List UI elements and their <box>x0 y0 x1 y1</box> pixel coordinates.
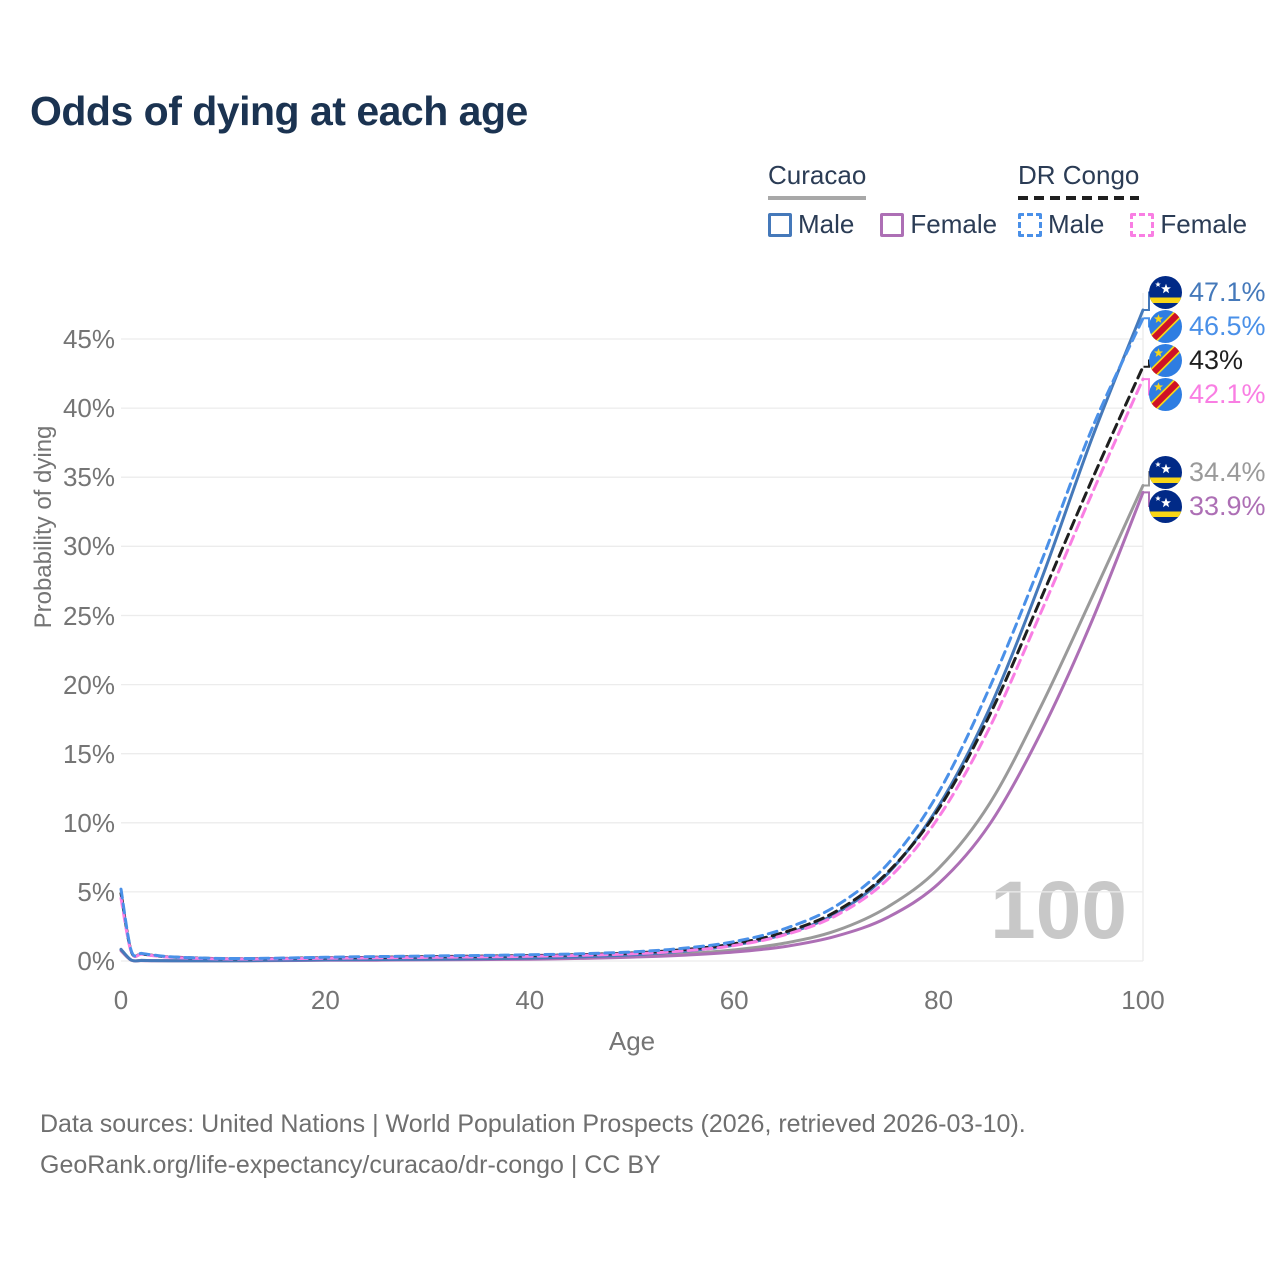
end-label-curacao-both: 34.4% <box>1149 455 1266 489</box>
legend-header-dr-congo[interactable]: DR Congo <box>1018 160 1140 200</box>
y-tick-label: 25% <box>62 600 115 631</box>
y-tick-label: 30% <box>62 531 115 562</box>
end-value-dr-congo-female: 42.1% <box>1189 379 1266 409</box>
series-line-dr-congo-both[interactable] <box>119 365 1145 961</box>
legend-item-curacao-female[interactable]: Female <box>880 209 997 240</box>
dr-congo-male-swatch-icon <box>1018 212 1042 237</box>
dr-congo-flag-icon <box>1149 310 1182 343</box>
legend-label-dr-congo-male: Male <box>1048 209 1105 239</box>
x-tick-label: 80 <box>924 985 954 1015</box>
legend-item-dr-congo-female[interactable]: Female <box>1130 209 1247 240</box>
y-tick-label: 15% <box>62 738 115 769</box>
series-line-curacao-female[interactable] <box>119 490 1145 963</box>
legend-label-dr-congo-female: Female <box>1160 209 1248 239</box>
legend-items-curacao: Male Female <box>768 209 997 240</box>
end-value-curacao-both: 34.4% <box>1189 456 1266 487</box>
x-axis-title: Age <box>608 1026 656 1056</box>
x-tick-label: 60 <box>719 985 749 1015</box>
page-title: Odds of dying at each age <box>30 88 528 134</box>
footer-link[interactable]: GeoRank.org/life-expectancy/curacao/dr-c… <box>40 1151 661 1179</box>
end-label-curacao-male: 47.1% <box>1149 276 1266 309</box>
y-axis-title: Probability of dying <box>30 425 57 629</box>
series-line-dr-congo-female[interactable] <box>119 377 1145 961</box>
dr-congo-flag-icon <box>1149 344 1182 377</box>
end-value-curacao-female: 33.9% <box>1189 490 1266 521</box>
legend-label-curacao-male: Male <box>798 209 855 239</box>
end-label-dr-congo-both: 43% <box>1149 344 1243 377</box>
curacao-flag-icon <box>1149 276 1182 309</box>
series-line-dr-congo-male[interactable] <box>119 316 1145 961</box>
legend-item-dr-congo-male[interactable]: Male <box>1018 209 1104 240</box>
curacao-flag-icon <box>1149 455 1182 489</box>
x-tick-label: 20 <box>310 985 340 1015</box>
x-tick-label: 0 <box>113 985 129 1015</box>
legend-items-dr-congo: Male Female <box>1018 209 1247 240</box>
y-tick-label: 0% <box>77 946 115 976</box>
curacao-male-swatch-icon <box>768 212 792 237</box>
legend-group-dr-congo: DR Congo Male Female <box>1018 160 1247 240</box>
y-tick-label: 40% <box>62 393 115 424</box>
end-label-dr-congo-male: 46.5% <box>1149 310 1266 343</box>
dr-congo-female-swatch-icon <box>1130 212 1155 237</box>
legend-item-curacao-male[interactable]: Male <box>768 209 854 240</box>
series-line-curacao-both[interactable] <box>119 484 1145 963</box>
x-tick-label: 40 <box>515 985 545 1015</box>
end-label-curacao-female: 33.9% <box>1149 489 1266 523</box>
footer: Data sources: United Nations | World Pop… <box>40 1104 1026 1186</box>
y-tick-label: 35% <box>62 462 115 493</box>
y-tick-label: 45% <box>62 324 115 354</box>
legend-header-curacao[interactable]: Curacao <box>768 160 867 200</box>
end-value-dr-congo-both: 43% <box>1189 345 1244 375</box>
hover-age-indicator: 100 <box>990 865 1127 956</box>
footer-data-sources: Data sources: United Nations | World Pop… <box>40 1110 1026 1138</box>
curacao-flag-icon <box>1149 489 1182 523</box>
dr-congo-flag-icon <box>1149 378 1182 411</box>
end-value-dr-congo-male: 46.5% <box>1189 311 1266 341</box>
y-tick-label: 10% <box>62 807 115 838</box>
curacao-female-swatch-icon <box>880 212 905 237</box>
end-value-curacao-male: 47.1% <box>1189 277 1266 307</box>
y-tick-label: 20% <box>62 669 115 700</box>
end-label-dr-congo-female: 42.1% <box>1149 378 1266 411</box>
y-tick-label: 5% <box>77 876 115 907</box>
x-tick-label: 100 <box>1121 985 1165 1015</box>
legend-group-curacao: Curacao Male Female <box>768 160 997 240</box>
legend-label-curacao-female: Female <box>910 209 998 239</box>
